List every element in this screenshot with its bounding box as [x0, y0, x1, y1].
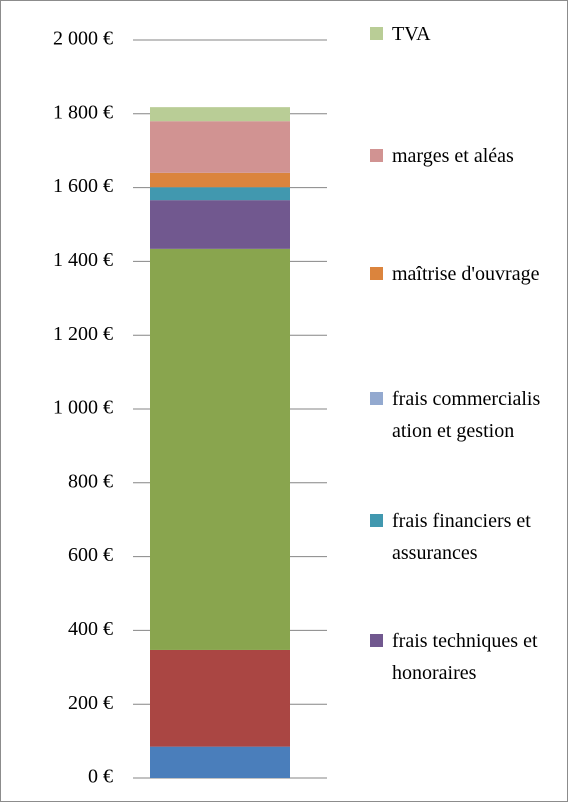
bar-segment [150, 248, 290, 650]
legend-label: frais techniques et honoraires [392, 630, 538, 684]
y-tick-label: 1 600 € [53, 175, 113, 197]
bar-segment [150, 107, 290, 122]
bar-segment [150, 121, 290, 173]
legend-label: TVA [392, 23, 431, 45]
y-tick-label: 600 € [68, 544, 113, 566]
bar-segment [150, 649, 290, 747]
y-tick-label: 200 € [68, 692, 113, 714]
bar-segment [150, 200, 290, 249]
y-tick-label: 800 € [68, 470, 113, 492]
legend-swatch [370, 634, 383, 647]
y-tick-label: 2 000 € [53, 28, 113, 50]
legend-label: maîtrise d'ouvrage [392, 263, 540, 285]
legend-swatch [370, 392, 383, 405]
y-tick-label: 1 800 € [53, 101, 113, 123]
legend-label: marges et aléas [392, 145, 514, 167]
bar-segment [150, 187, 290, 201]
legend-swatch [370, 514, 383, 527]
legend-swatch [370, 149, 383, 162]
y-tick-label: 1 200 € [53, 323, 113, 345]
y-tick-label: 1 000 € [53, 397, 113, 419]
legend-label: frais financiers et assurances [392, 510, 531, 564]
y-tick-label: 0 € [88, 766, 113, 788]
legend-label: frais commercialisation et gestion [392, 388, 541, 442]
y-tick-label: 400 € [68, 618, 113, 640]
y-tick-label: 1 400 € [53, 249, 113, 271]
legend-swatch [370, 27, 383, 40]
legend-swatch [370, 267, 383, 280]
bar-segment [150, 172, 290, 188]
bar-segment [150, 746, 290, 778]
